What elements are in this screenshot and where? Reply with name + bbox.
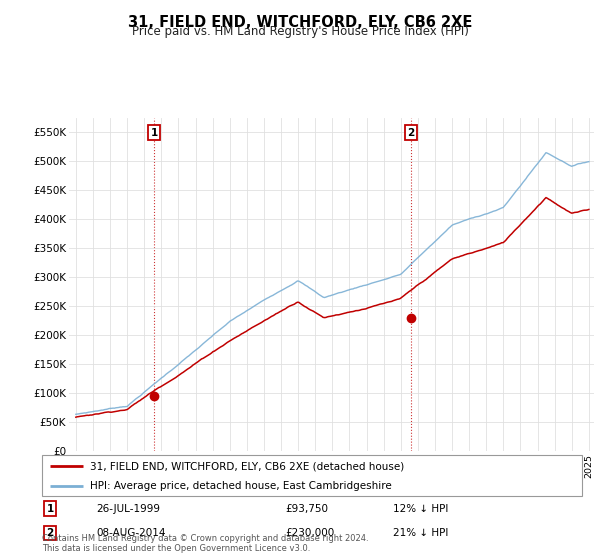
Text: 08-AUG-2014: 08-AUG-2014 [96,528,166,538]
Text: 31, FIELD END, WITCHFORD, ELY, CB6 2XE (detached house): 31, FIELD END, WITCHFORD, ELY, CB6 2XE (… [89,461,404,471]
Text: 12% ↓ HPI: 12% ↓ HPI [393,503,448,514]
Text: 1: 1 [151,128,158,138]
Text: 1: 1 [46,503,54,514]
FancyBboxPatch shape [42,455,582,496]
Text: 21% ↓ HPI: 21% ↓ HPI [393,528,448,538]
Text: Price paid vs. HM Land Registry's House Price Index (HPI): Price paid vs. HM Land Registry's House … [131,25,469,38]
Text: 2: 2 [46,528,54,538]
Text: 26-JUL-1999: 26-JUL-1999 [96,503,160,514]
Text: £230,000: £230,000 [285,528,334,538]
Text: HPI: Average price, detached house, East Cambridgeshire: HPI: Average price, detached house, East… [89,480,391,491]
Text: Contains HM Land Registry data © Crown copyright and database right 2024.
This d: Contains HM Land Registry data © Crown c… [42,534,368,553]
Text: 31, FIELD END, WITCHFORD, ELY, CB6 2XE: 31, FIELD END, WITCHFORD, ELY, CB6 2XE [128,15,472,30]
Text: 2: 2 [407,128,415,138]
Text: £93,750: £93,750 [285,503,328,514]
